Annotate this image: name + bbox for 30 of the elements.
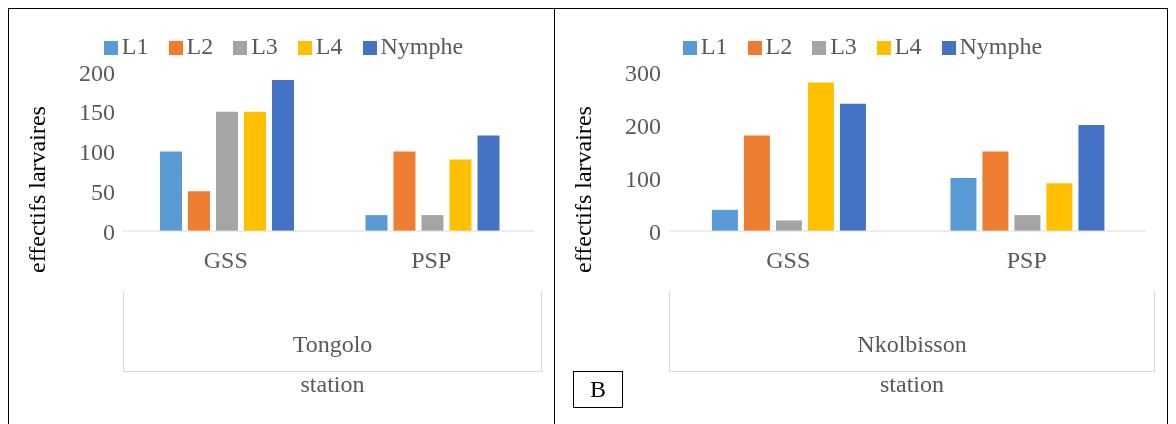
x-tick-label: GSS bbox=[766, 247, 811, 274]
x-tick-label: PSP bbox=[411, 247, 452, 274]
text: Tongolo bbox=[291, 331, 374, 358]
x-tick-label: GSS bbox=[203, 247, 248, 274]
y-tick-label: 150 bbox=[79, 99, 115, 126]
y-tick-label: 0 bbox=[649, 218, 661, 245]
y-axis-title: effectifs larvaires bbox=[23, 105, 51, 273]
legend-label: L2 bbox=[765, 33, 793, 59]
y-tick-label: 200 bbox=[625, 112, 661, 139]
legend-label: L2 bbox=[186, 33, 214, 59]
y-tick-label: 0 bbox=[103, 218, 115, 245]
legend-label: L4 bbox=[315, 33, 343, 59]
y-tick-label: 200 bbox=[79, 59, 115, 86]
text: Nkolbisson bbox=[856, 331, 968, 358]
text: B bbox=[573, 371, 624, 408]
legend-label: L3 bbox=[251, 33, 278, 59]
y-tick-label: 300 bbox=[625, 59, 661, 86]
x-tick-label: PSP bbox=[1006, 247, 1047, 274]
legend-label: Nymphe bbox=[380, 33, 464, 59]
legend-label: L3 bbox=[830, 33, 857, 59]
legend-label: L4 bbox=[894, 33, 922, 59]
legend-label: L1 bbox=[700, 33, 728, 59]
y-axis-title: effectifs larvaires bbox=[569, 105, 597, 273]
legend-label: Nymphe bbox=[959, 33, 1043, 59]
x-axis-title: station bbox=[879, 371, 945, 398]
x-axis-title: station bbox=[299, 371, 366, 398]
y-tick-label: 100 bbox=[79, 139, 115, 166]
legend-label: L1 bbox=[121, 33, 149, 59]
y-tick-label: 50 bbox=[91, 178, 115, 205]
y-tick-label: 100 bbox=[625, 165, 661, 192]
